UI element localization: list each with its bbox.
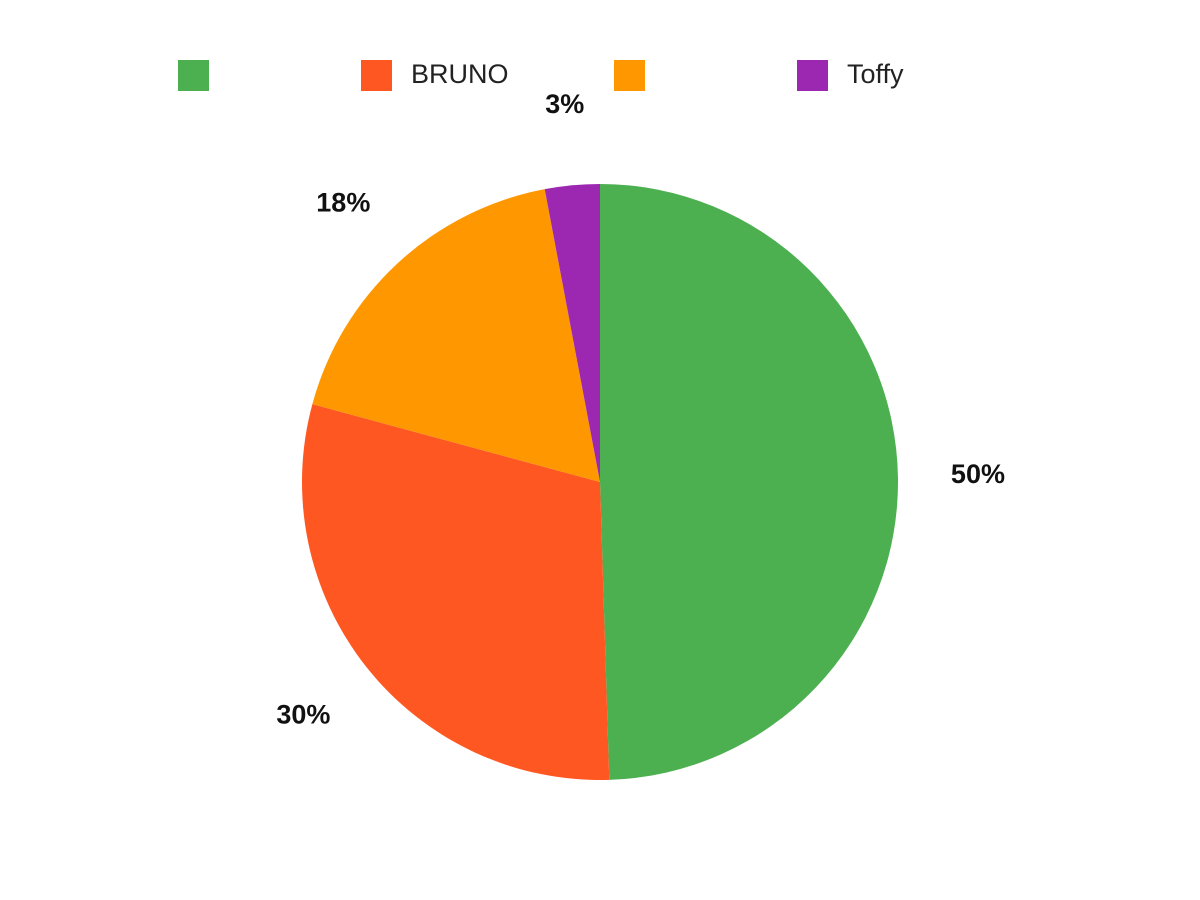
legend-swatch: [614, 60, 645, 91]
legend-swatch: [797, 60, 828, 91]
pie-slice: [544, 184, 600, 482]
pie-slice: [312, 189, 600, 483]
pie-slice: [600, 184, 899, 780]
legend-swatch: [178, 60, 209, 91]
value-label: 3%: [545, 89, 584, 119]
value-label: 30%: [276, 699, 330, 729]
value-label: 50%: [951, 459, 1005, 489]
legend-text: BRUNO: [411, 59, 509, 89]
legend-text: Toffy: [847, 59, 904, 89]
legend-swatch: [361, 60, 392, 91]
pie-slice: [301, 404, 610, 780]
value-label: 18%: [316, 188, 370, 218]
